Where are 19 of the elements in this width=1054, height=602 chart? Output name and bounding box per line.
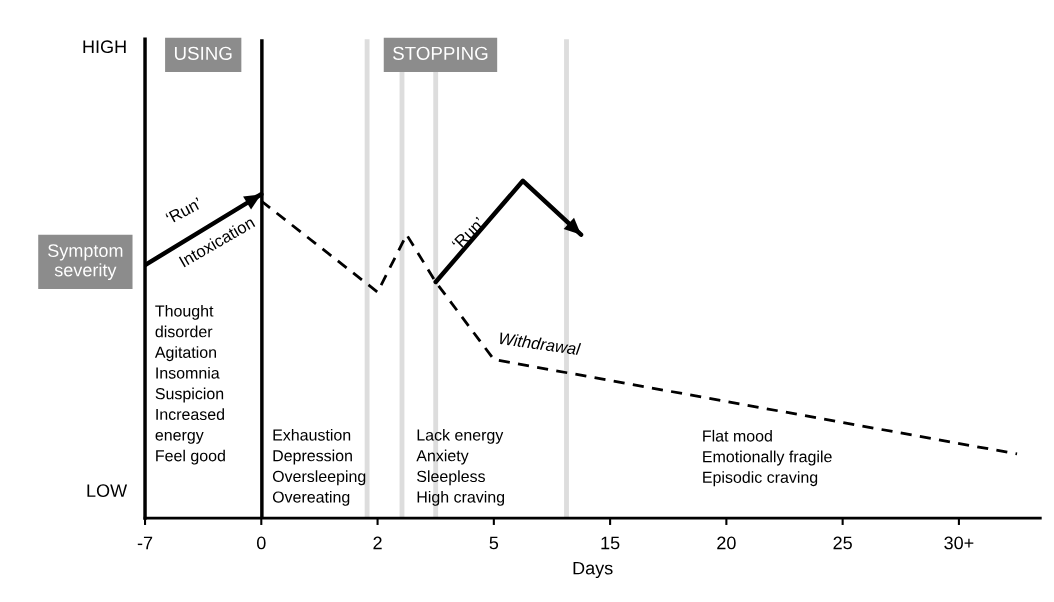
annotation: Thought disorder Agitation Insomnia Suspicion Increased energy Feel good [154, 304, 225, 465]
x-tick-label: 5 [489, 536, 499, 550]
x-tick-label: 25 [833, 536, 852, 550]
annotation: Lack energy Anxiety Sleepless High craving [416, 428, 505, 506]
x-tick-label: 2 [373, 536, 382, 550]
text: HIGH [83, 40, 126, 54]
x-axis-title: Days [573, 561, 613, 579]
x-tick-label: 30+ [944, 536, 974, 550]
annotation: Withdrawal [499, 331, 582, 356]
text: USING [174, 46, 232, 60]
x-tick-label: 0 [256, 536, 266, 550]
annotation: Flat mood Emotionally fragile Episodic craving [703, 429, 832, 487]
x-tick-label: 15 [601, 536, 620, 550]
annotation: Exhaustion Depression Oversleeping Overeating [272, 428, 366, 506]
x-tick-label: 20 [717, 536, 736, 550]
text: STOPPING [393, 46, 488, 60]
text: LOW [87, 484, 128, 498]
x-tick-label: -7 [137, 536, 153, 550]
y-axis-title: Symptom severity [48, 244, 123, 281]
